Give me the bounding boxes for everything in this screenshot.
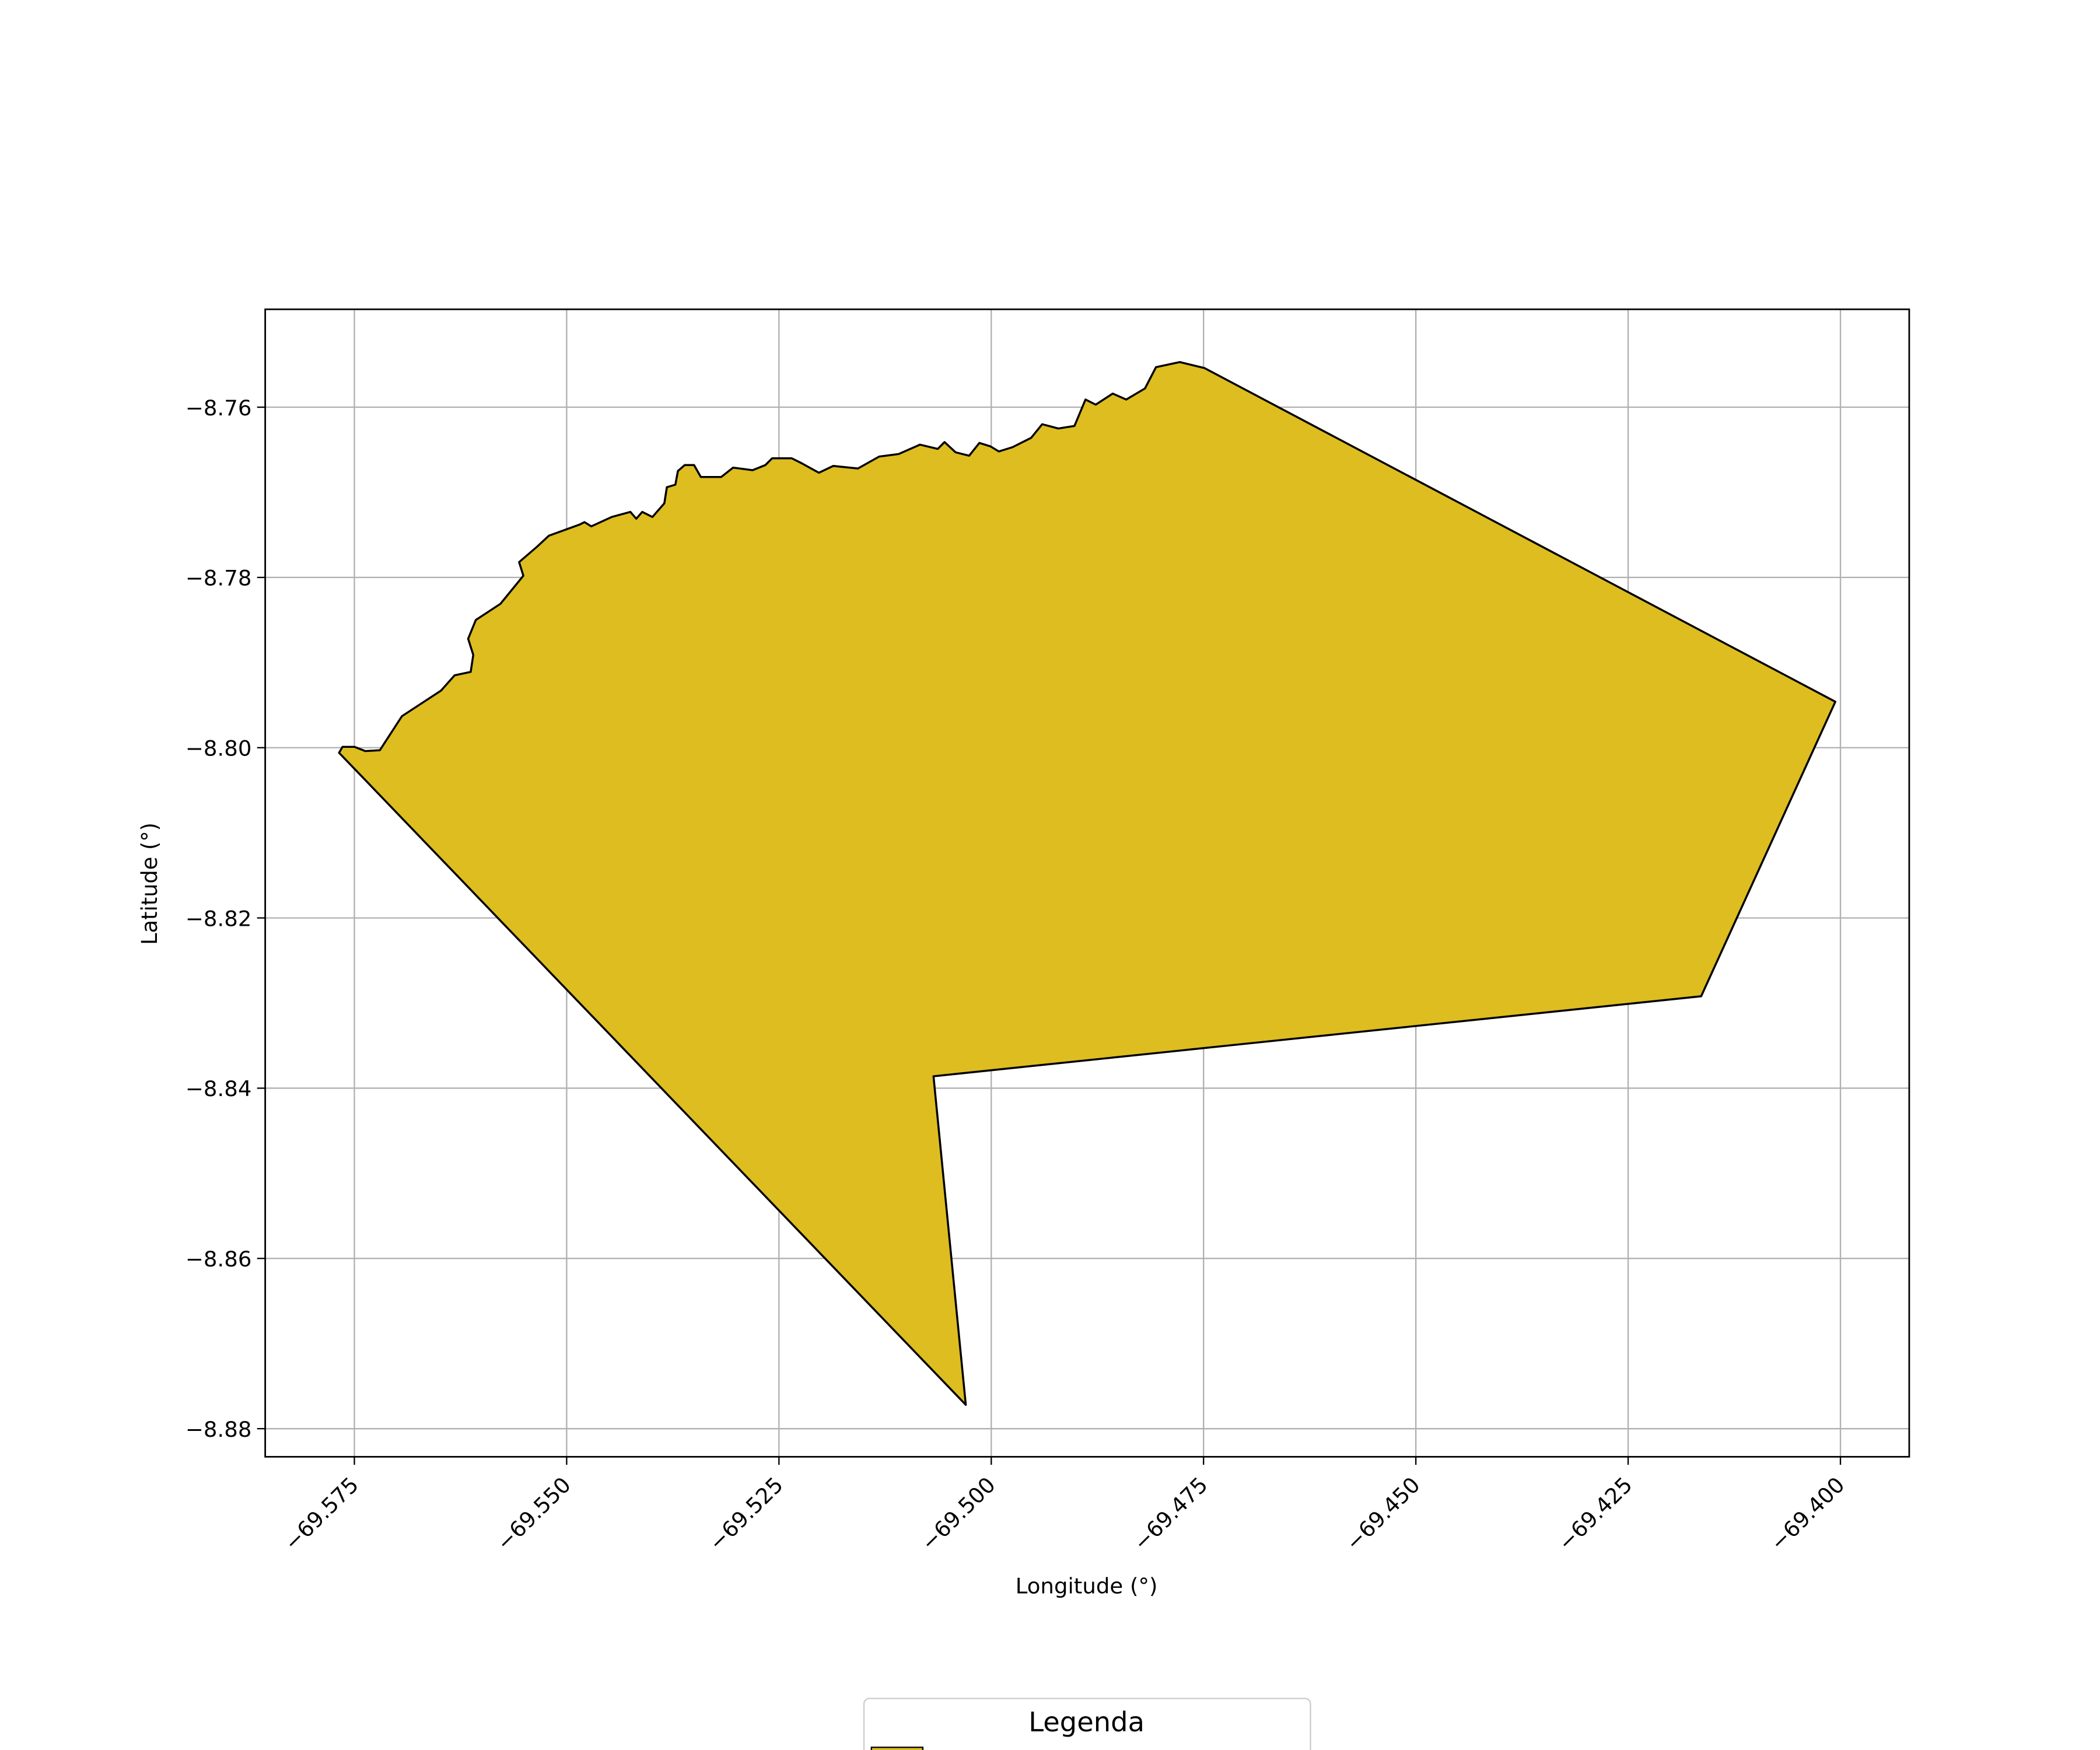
legend: Legenda — [863, 1698, 1311, 1750]
region-polygon — [338, 360, 1837, 1406]
y-tick-label: −8.88 — [186, 1417, 252, 1442]
y-tick-label: −8.86 — [186, 1247, 252, 1272]
shapes — [338, 360, 1837, 1406]
x-axis-label: Longitude (°) — [1016, 1574, 1158, 1599]
legend-title: Legenda — [1028, 1706, 1144, 1738]
y-axis-label: Latitude (°) — [137, 822, 162, 945]
y-tick-label: −8.80 — [186, 736, 252, 761]
legend-patch — [870, 1746, 924, 1750]
y-tick-label: −8.78 — [186, 566, 252, 591]
y-tick-label: −8.84 — [186, 1076, 252, 1101]
legend-box — [863, 1698, 1311, 1750]
axes-frame — [264, 308, 1910, 1458]
y-tick-label: −8.76 — [186, 396, 252, 421]
y-tick-label: −8.82 — [186, 907, 252, 932]
